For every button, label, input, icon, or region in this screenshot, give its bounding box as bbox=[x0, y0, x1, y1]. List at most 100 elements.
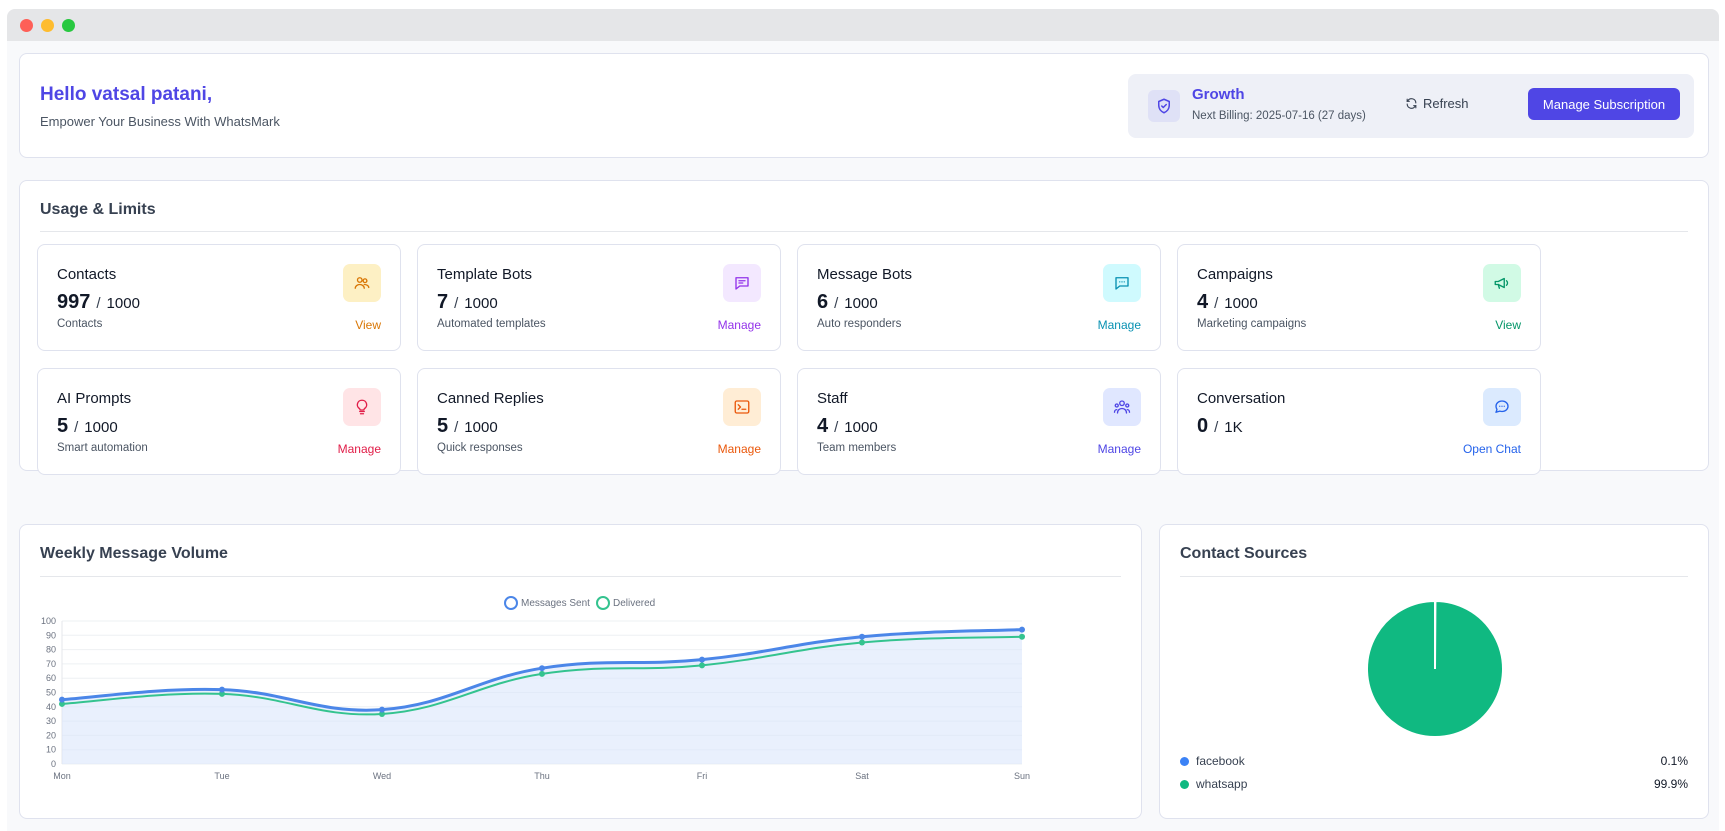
stat-label: Staff bbox=[817, 390, 848, 407]
stat-separator: / bbox=[74, 419, 79, 436]
stat-action-link[interactable]: Manage bbox=[337, 442, 381, 456]
source-percent: 99.9% bbox=[1653, 777, 1688, 791]
stat-card-contacts: Contacts 997/1000 Contacts View bbox=[37, 244, 401, 351]
plan-name: Growth bbox=[1192, 86, 1245, 103]
pie-slice-whatsapp[interactable] bbox=[1366, 599, 1504, 738]
stat-description: Auto responders bbox=[817, 318, 902, 330]
data-point-messages-sent bbox=[699, 656, 705, 663]
y-tick-label: 90 bbox=[46, 630, 56, 640]
data-point-delivered bbox=[379, 710, 385, 717]
y-tick-label: 100 bbox=[41, 616, 56, 626]
source-row-whatsapp: whatsapp 99.9% bbox=[1180, 777, 1688, 791]
stat-usage: 6 / 1000 bbox=[817, 291, 878, 314]
stat-usage: 997 / 1000 bbox=[57, 291, 140, 314]
x-tick-label: Sat bbox=[855, 771, 869, 781]
stat-limit: 1000 bbox=[106, 295, 140, 312]
weekly-chart-title: Weekly Message Volume bbox=[40, 545, 228, 562]
stat-value: 5 bbox=[57, 415, 69, 437]
team-icon bbox=[1103, 388, 1141, 426]
y-tick-label: 60 bbox=[46, 673, 56, 683]
stat-value: 4 bbox=[817, 415, 829, 437]
legend-delivered[interactable]: Delivered bbox=[596, 596, 655, 610]
x-tick-label: Tue bbox=[214, 771, 229, 781]
stat-action-link[interactable]: Manage bbox=[717, 442, 761, 456]
source-name: whatsapp bbox=[1196, 777, 1248, 791]
stat-value: 0 bbox=[1197, 415, 1209, 437]
stat-separator: / bbox=[834, 419, 839, 436]
stat-action-link[interactable]: Manage bbox=[717, 318, 761, 332]
y-tick-label: 40 bbox=[46, 702, 56, 712]
source-name: facebook bbox=[1196, 754, 1245, 768]
stat-description: Contacts bbox=[57, 318, 103, 330]
stat-card-canned-replies: Canned Replies 5 / 1000 Quick responses Manag… bbox=[417, 368, 781, 475]
whatsapp-swatch bbox=[1180, 779, 1189, 789]
minimize-window-button[interactable] bbox=[41, 18, 54, 32]
stat-limit: 1000 bbox=[1224, 295, 1258, 312]
stat-limit: 1000 bbox=[844, 419, 878, 436]
lightbulb-icon bbox=[343, 388, 381, 426]
stat-action-link[interactable]: Manage bbox=[1097, 318, 1141, 332]
close-window-button[interactable] bbox=[20, 18, 33, 32]
data-point-delivered bbox=[699, 662, 705, 669]
stat-value: 5 bbox=[437, 415, 449, 437]
stat-separator: / bbox=[454, 419, 459, 436]
refresh-icon bbox=[1406, 98, 1417, 109]
megaphone-icon bbox=[1483, 264, 1521, 302]
weekly-volume-card: Weekly Message Volume Messages Sent Deli… bbox=[19, 524, 1142, 819]
greeting-heading: Hello vatsal patani, bbox=[40, 84, 213, 105]
stat-description: Team members bbox=[817, 442, 897, 454]
usage-limits-card: Usage & Limits Contacts 997/1000 Contacts V… bbox=[19, 180, 1709, 475]
legend-messages-sent[interactable]: Messages Sent bbox=[504, 596, 590, 610]
stat-limit: 1K bbox=[1224, 419, 1243, 436]
welcome-card: Hello vatsal patani, Empower Your Busine… bbox=[19, 53, 1709, 158]
stat-label: Conversation bbox=[1197, 390, 1286, 407]
weekly-divider bbox=[40, 576, 1121, 577]
stat-action-link[interactable]: View bbox=[355, 318, 381, 332]
stat-card-message-bots: Message Bots 6 / 1000 Auto responders Manage bbox=[797, 244, 1161, 351]
stat-label: Contacts bbox=[57, 266, 117, 283]
source-row-facebook: facebook 0.1% bbox=[1180, 754, 1688, 768]
x-tick-label: Sun bbox=[1014, 771, 1030, 781]
manage-subscription-button[interactable]: Manage Subscription bbox=[1528, 88, 1680, 120]
stat-value: 6 bbox=[817, 291, 829, 313]
stat-usage: 4 / 1000 bbox=[817, 415, 878, 438]
stat-description: Smart automation bbox=[57, 442, 148, 454]
data-point-messages-sent bbox=[859, 633, 865, 640]
app-window: Hello vatsal patani, Empower Your Busine… bbox=[7, 9, 1719, 831]
stat-card-staff: Staff 4 / 1000 Team members Manage bbox=[797, 368, 1161, 475]
stat-separator: / bbox=[454, 295, 459, 312]
data-point-delivered bbox=[59, 700, 65, 707]
y-tick-label: 50 bbox=[46, 688, 56, 698]
stat-label: AI Prompts bbox=[57, 390, 132, 407]
stat-limit: 1000 bbox=[464, 295, 498, 312]
stat-separator: / bbox=[96, 295, 101, 312]
data-point-messages-sent bbox=[1019, 626, 1025, 633]
refresh-button[interactable]: Refresh bbox=[1405, 96, 1469, 111]
terminal-icon bbox=[723, 388, 761, 426]
stat-action-link[interactable]: View bbox=[1495, 318, 1521, 332]
stat-label: Canned Replies bbox=[437, 390, 544, 407]
stat-separator: / bbox=[834, 295, 839, 312]
data-point-delivered bbox=[219, 690, 225, 697]
stat-limit: 1000 bbox=[464, 419, 498, 436]
stat-action-link[interactable]: Manage bbox=[1097, 442, 1141, 456]
sent-area-fill bbox=[62, 629, 1022, 764]
maximize-window-button[interactable] bbox=[62, 18, 75, 32]
legend-delivered-label: Delivered bbox=[613, 597, 656, 609]
stat-action-link[interactable]: Open Chat bbox=[1462, 442, 1521, 456]
refresh-label: Refresh bbox=[1423, 96, 1469, 111]
subscription-panel: Growth Next Billing: 2025-07-16 (27 days… bbox=[1128, 74, 1694, 138]
facebook-swatch bbox=[1180, 756, 1189, 766]
x-tick-label: Mon bbox=[53, 771, 71, 781]
legend-delivered-swatch bbox=[596, 596, 610, 610]
y-tick-label: 0 bbox=[51, 759, 56, 769]
weekly-line-chart: 0 10 20 30 40 50 60 70 80 90 100 Mon Tue Wed Thu Fri Sat… bbox=[41, 616, 1030, 781]
source-percent: 0.1% bbox=[1660, 754, 1688, 768]
legend-sent-label: Messages Sent bbox=[521, 597, 590, 609]
legend-sent-swatch bbox=[504, 596, 518, 610]
y-tick-label: 80 bbox=[46, 645, 56, 655]
y-tick-label: 70 bbox=[46, 659, 56, 669]
stat-card-campaigns: Campaigns 4 / 1000 Marketing campaigns View bbox=[1177, 244, 1541, 351]
title-bar bbox=[7, 9, 1719, 41]
data-point-messages-sent bbox=[539, 665, 545, 672]
